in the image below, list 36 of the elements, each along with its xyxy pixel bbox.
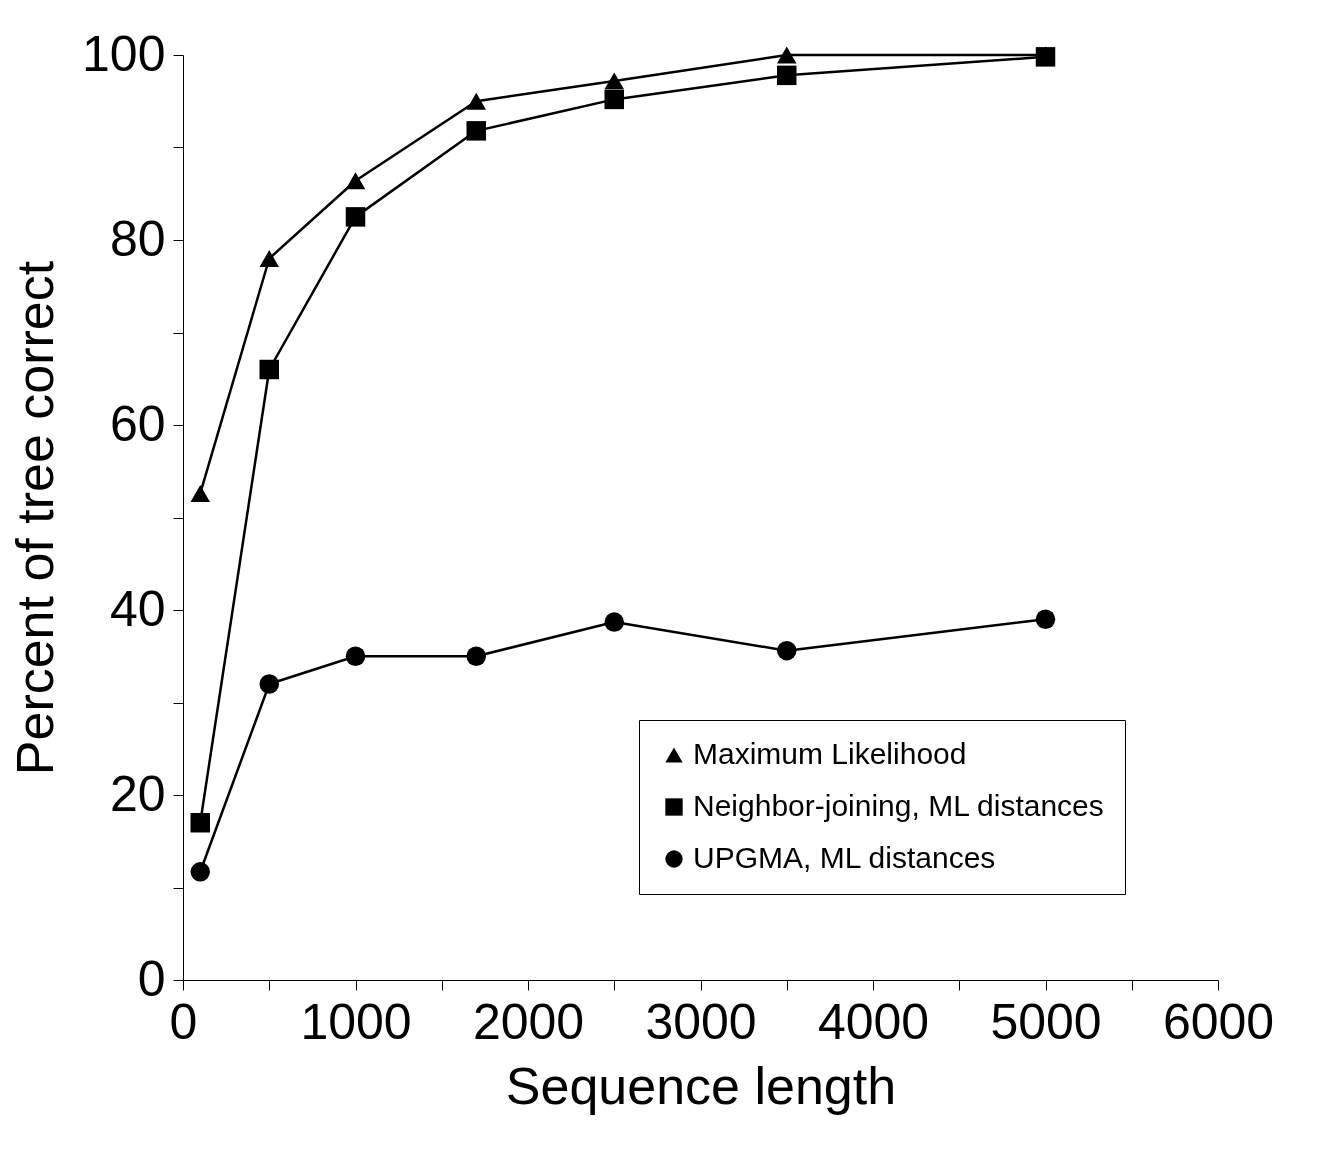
y-tick-label: 60 — [109, 395, 166, 452]
point — [259, 359, 279, 380]
point — [777, 65, 797, 86]
x-tick-label: 4000 — [817, 993, 930, 1050]
point — [190, 485, 210, 502]
y-tick-label: 0 — [137, 950, 166, 1007]
point — [466, 646, 486, 666]
y-tick-label: 100 — [82, 25, 166, 82]
x-tick-label: 3000 — [645, 993, 757, 1050]
point — [345, 172, 366, 190]
x-tick-label: 2000 — [472, 993, 585, 1050]
legend-label: Neighbor-joining, ML distances — [693, 789, 1104, 822]
point — [259, 674, 279, 694]
y-axis-title: Percent of tree correct — [6, 260, 65, 776]
x-axis-title: Sequence length — [505, 1056, 897, 1115]
point — [345, 207, 366, 227]
point — [190, 862, 210, 882]
x-tick-label: 6000 — [1162, 993, 1275, 1050]
point — [345, 646, 366, 666]
y-tick-label: 40 — [109, 580, 166, 637]
point — [466, 121, 486, 141]
x-tick-label: 5000 — [990, 993, 1102, 1050]
point — [604, 89, 624, 110]
point — [777, 46, 797, 64]
point — [604, 612, 624, 632]
y-tick-label: 20 — [109, 765, 166, 822]
x-tick-label: 1000 — [300, 993, 412, 1050]
point — [259, 250, 279, 267]
y-tick-label: 80 — [109, 210, 166, 267]
point — [466, 92, 486, 110]
point — [777, 640, 797, 661]
point — [1035, 609, 1056, 629]
point — [190, 813, 210, 833]
legend-label: UPGMA, ML distances — [693, 841, 996, 874]
legend-label: Maximum Likelihood — [693, 737, 967, 770]
point — [604, 72, 624, 90]
